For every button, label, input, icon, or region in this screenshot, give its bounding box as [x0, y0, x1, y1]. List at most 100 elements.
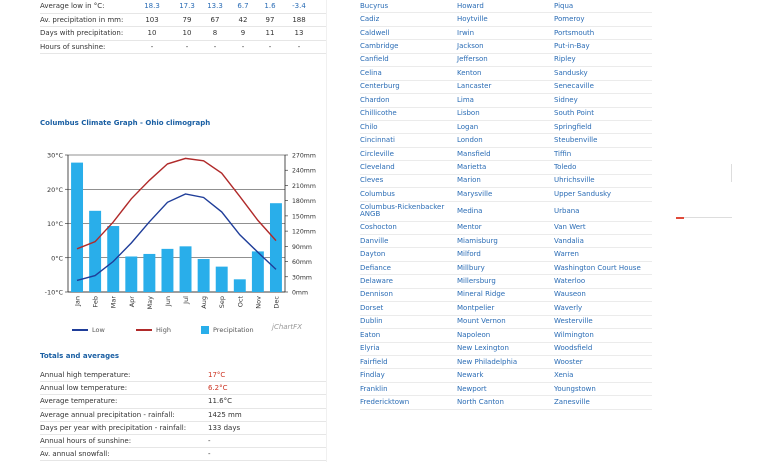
- city-link[interactable]: Newark: [457, 371, 484, 380]
- city-link[interactable]: Marion: [457, 176, 481, 185]
- city-link[interactable]: Defiance: [360, 263, 391, 272]
- city-link[interactable]: Mineral Ridge: [457, 290, 506, 299]
- city-link[interactable]: Mount Vernon: [457, 317, 506, 326]
- city-link[interactable]: Lisbon: [457, 109, 480, 118]
- city-link[interactable]: Marysville: [457, 189, 493, 198]
- city-link[interactable]: Westerville: [554, 317, 593, 326]
- city-link[interactable]: Tiffin: [554, 149, 572, 158]
- city-link[interactable]: Napoleon: [457, 330, 491, 339]
- city-link[interactable]: Urbana: [554, 206, 580, 215]
- city-link[interactable]: Dennison: [360, 290, 393, 299]
- city-link[interactable]: Mansfield: [457, 149, 491, 158]
- city-link[interactable]: New Lexington: [457, 344, 509, 353]
- city-link[interactable]: Dublin: [360, 317, 383, 326]
- city-link[interactable]: South Point: [554, 109, 594, 118]
- city-link[interactable]: Medina: [457, 206, 483, 215]
- city-link[interactable]: Pomeroy: [554, 15, 585, 24]
- city-link[interactable]: Van Wert: [554, 223, 586, 232]
- city-link[interactable]: Celina: [360, 68, 382, 77]
- city-link[interactable]: Caldwell: [360, 28, 390, 37]
- city-link[interactable]: Newport: [457, 384, 487, 393]
- city-link[interactable]: Senecaville: [554, 82, 594, 91]
- city-link[interactable]: Jefferson: [457, 55, 488, 64]
- precipitation-bar: [197, 259, 210, 292]
- city-link[interactable]: Wauseon: [554, 290, 586, 299]
- city-link[interactable]: Springfield: [554, 122, 592, 131]
- city-link[interactable]: Waverly: [554, 303, 583, 312]
- city-link[interactable]: Cambridge: [360, 42, 399, 51]
- city-link[interactable]: Cincinnati: [360, 136, 395, 145]
- city-link[interactable]: Put-in-Bay: [554, 42, 590, 51]
- city-link[interactable]: Fairfield: [360, 357, 388, 366]
- city-link[interactable]: Zanesville: [554, 397, 590, 406]
- city-link[interactable]: Milford: [457, 250, 481, 259]
- city-link[interactable]: Xenia: [554, 371, 574, 380]
- city-link[interactable]: Canfield: [360, 55, 389, 64]
- city-link[interactable]: Logan: [457, 122, 479, 131]
- city-link[interactable]: Delaware: [360, 277, 393, 286]
- city-link[interactable]: Eaton: [360, 330, 381, 339]
- city-link[interactable]: Jackson: [457, 42, 484, 51]
- city-link[interactable]: Washington Court House: [554, 263, 641, 272]
- city-link[interactable]: Steubenville: [554, 136, 598, 145]
- city-link[interactable]: Fredericktown: [360, 397, 410, 406]
- y-right-tick-label: 150mm: [292, 213, 316, 220]
- city-row: Cadiz Hoytville Pomeroy: [360, 13, 652, 27]
- city-link[interactable]: Chillicothe: [360, 109, 397, 118]
- city-link[interactable]: Miamisburg: [457, 236, 498, 245]
- city-link[interactable]: Danville: [360, 236, 389, 245]
- city-link[interactable]: Centerburg: [360, 82, 400, 91]
- city-link[interactable]: Howard: [457, 1, 484, 10]
- city-link[interactable]: Wilmington: [554, 330, 594, 339]
- city-link[interactable]: Circleville: [360, 149, 394, 158]
- city-link[interactable]: Coshocton: [360, 223, 397, 232]
- city-link[interactable]: Upper Sandusky: [554, 189, 612, 198]
- city-link[interactable]: Lancaster: [457, 82, 492, 91]
- city-link[interactable]: Waterloo: [554, 277, 586, 286]
- city-row: Eaton Napoleon Wilmington: [360, 329, 652, 343]
- right-edge-line: [731, 164, 732, 182]
- city-link[interactable]: Columbus: [360, 189, 395, 198]
- city-link[interactable]: Ripley: [554, 55, 576, 64]
- city-link[interactable]: Cleveland: [360, 162, 395, 171]
- city-link[interactable]: Youngstown: [554, 384, 596, 393]
- city-list: Bucyrus Howard Piqua Cadiz Hoytville Pomeroy C…: [360, 0, 652, 410]
- city-link[interactable]: Sandusky: [554, 68, 588, 77]
- city-link[interactable]: Toledo: [554, 162, 577, 171]
- city-link[interactable]: Millbury: [457, 263, 485, 272]
- city-link[interactable]: Dayton: [360, 250, 386, 259]
- city-link[interactable]: Chilo: [360, 122, 378, 131]
- city-link[interactable]: Cleves: [360, 176, 384, 185]
- city-link[interactable]: Mentor: [457, 223, 482, 232]
- city-link[interactable]: New Philadelphia: [457, 357, 518, 366]
- city-link[interactable]: Woodsfield: [554, 344, 593, 353]
- city-row: Cincinnati London Steubenville: [360, 134, 652, 148]
- city-link[interactable]: North Canton: [457, 397, 504, 406]
- city-link[interactable]: Vandalia: [554, 236, 584, 245]
- climate-row-label: Hours of sunshine:: [40, 42, 106, 51]
- city-link[interactable]: Kenton: [457, 68, 482, 77]
- city-link[interactable]: Bucyrus: [360, 1, 389, 10]
- city-link[interactable]: Sidney: [554, 95, 578, 104]
- city-link[interactable]: Millersburg: [457, 277, 496, 286]
- city-link[interactable]: Warren: [554, 250, 579, 259]
- city-link[interactable]: London: [457, 136, 483, 145]
- city-link[interactable]: Piqua: [554, 1, 574, 10]
- city-link[interactable]: Montpelier: [457, 303, 495, 312]
- city-link[interactable]: Elyria: [360, 344, 380, 353]
- city-link[interactable]: Lima: [457, 95, 474, 104]
- city-link[interactable]: Franklin: [360, 384, 388, 393]
- totals-row: Days per year with precipitation - rainf…: [40, 422, 326, 435]
- city-link[interactable]: Chardon: [360, 95, 390, 104]
- city-link[interactable]: Uhrichsville: [554, 176, 595, 185]
- city-link[interactable]: Marietta: [457, 162, 487, 171]
- city-link[interactable]: Portsmouth: [554, 28, 595, 37]
- city-link[interactable]: Columbus-Rickenbacker ANGB: [360, 203, 445, 219]
- city-link[interactable]: Cadiz: [360, 15, 380, 24]
- city-link[interactable]: Irwin: [457, 28, 475, 37]
- precipitation-bar: [161, 248, 174, 292]
- city-link[interactable]: Dorset: [360, 303, 384, 312]
- city-link[interactable]: Hoytville: [457, 15, 488, 24]
- city-link[interactable]: Findlay: [360, 371, 385, 380]
- city-link[interactable]: Wooster: [554, 357, 583, 366]
